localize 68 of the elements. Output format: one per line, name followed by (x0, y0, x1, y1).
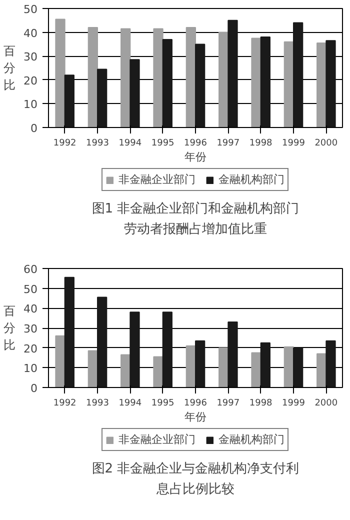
y-tick-label: 40 (24, 26, 38, 40)
y-tick-label: 50 (24, 282, 38, 296)
text: 图2 非金融企业与金融机构净支付利息占比例比较 (92, 461, 300, 497)
y-tick-label: 0 (30, 382, 38, 395)
bar (195, 44, 206, 128)
x-tick-label: 1998 (249, 138, 273, 148)
y-tick-label: 20 (24, 342, 38, 356)
x-tick-label: 1996 (184, 138, 208, 148)
bar (64, 74, 74, 128)
y-tick-label: 20 (24, 74, 38, 88)
bar (55, 18, 66, 128)
bar (228, 322, 238, 388)
x-tick-label: 2000 (314, 398, 338, 408)
y-tick-label: 30 (24, 50, 38, 64)
bar (251, 38, 262, 128)
bar (120, 28, 131, 128)
bar (64, 276, 74, 388)
text: 图1 非金融企业部门和金融机构部门劳动者报酬占增加值比重 (92, 200, 300, 237)
y-tick-label: 0 (30, 122, 38, 135)
bar (153, 28, 164, 128)
bar (88, 27, 98, 128)
bar (251, 352, 262, 388)
x-tick-label: 2000 (314, 138, 338, 148)
bar (260, 36, 270, 128)
x-axis-title: 年份 (184, 150, 206, 164)
bar (162, 38, 172, 128)
y-tick-label: 10 (24, 362, 38, 376)
bar (97, 296, 108, 388)
x-tick-label: 1993 (86, 398, 109, 408)
x-tick-label: 1993 (86, 138, 109, 148)
bar (195, 340, 206, 388)
bar (326, 340, 336, 388)
y-axis-title: 百分比 (4, 304, 16, 352)
x-tick-label: 1999 (282, 138, 306, 148)
y-tick-label: 30 (24, 322, 38, 336)
y-tick-label: 50 (24, 3, 38, 16)
x-tick-label: 1994 (118, 398, 142, 408)
bar (260, 342, 270, 388)
bar (97, 68, 108, 128)
x-tick-label: 1998 (249, 398, 273, 408)
bar (153, 356, 164, 388)
x-tick-label: 1999 (282, 398, 306, 408)
bar (130, 59, 140, 128)
x-tick-label: 1995 (151, 398, 174, 408)
legend-label: 金融机构部门 (218, 432, 284, 447)
x-tick-label: 1997 (216, 138, 240, 148)
bar (293, 347, 304, 388)
x-tick-label: 1992 (53, 398, 76, 408)
x-tick-label: 1995 (151, 138, 174, 148)
bar (130, 312, 140, 388)
bar (293, 22, 304, 128)
y-tick-label: 60 (24, 263, 38, 276)
x-axis-title: 年份 (184, 410, 206, 424)
legend-label: 金融机构部门 (218, 172, 284, 187)
y-axis-title: 百分比 (4, 44, 16, 92)
x-tick-label: 1996 (184, 398, 208, 408)
bar (55, 335, 66, 388)
bar (326, 40, 336, 128)
legend-label: 非金融企业部门 (118, 432, 196, 447)
x-tick-label: 1997 (216, 398, 240, 408)
y-tick-label: 40 (24, 302, 38, 316)
x-tick-label: 1994 (118, 138, 142, 148)
y-tick-label: 10 (24, 98, 38, 112)
x-tick-label: 1992 (53, 138, 76, 148)
bar (228, 20, 238, 128)
bar (162, 312, 172, 388)
legend-label: 非金融企业部门 (118, 172, 196, 187)
bar (186, 27, 196, 128)
